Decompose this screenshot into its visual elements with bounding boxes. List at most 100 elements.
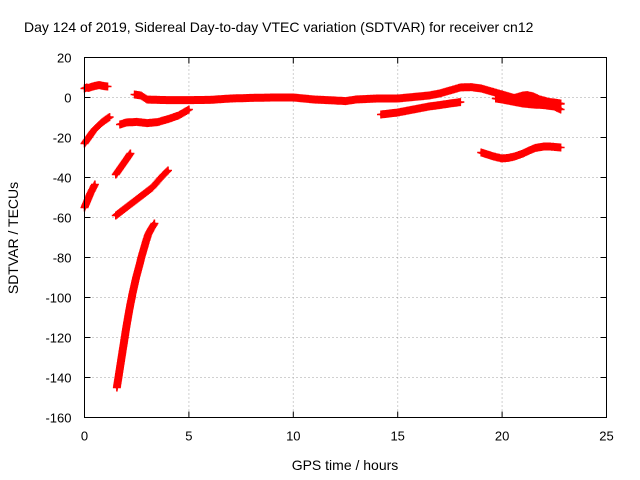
data-point <box>396 111 400 114</box>
chart-title: Day 124 of 2019, Sidereal Day-to-day VTE… <box>24 19 534 35</box>
data-point <box>548 145 552 148</box>
data-point <box>486 153 489 156</box>
data-point <box>135 120 139 124</box>
data-point <box>89 191 93 194</box>
data-point <box>166 117 170 121</box>
y-tick-label: -40 <box>53 171 72 186</box>
data-point <box>114 214 118 217</box>
data-point <box>354 98 358 101</box>
data-point <box>131 292 134 295</box>
data-point <box>527 149 531 152</box>
data-point <box>500 157 504 160</box>
data-series <box>80 81 565 392</box>
data-point <box>85 86 88 89</box>
data-point <box>208 98 212 102</box>
data-point <box>344 99 347 103</box>
data-point <box>134 278 138 281</box>
data-point <box>91 187 95 190</box>
y-tick-label: -120 <box>45 331 71 346</box>
data-point <box>469 85 473 89</box>
data-point <box>150 186 154 189</box>
y-tick-label: -20 <box>53 131 72 146</box>
data-point <box>521 102 525 105</box>
x-tick-label: 20 <box>495 429 509 444</box>
data-point <box>532 103 535 106</box>
data-point <box>187 98 191 102</box>
data-point <box>375 97 379 100</box>
data-point <box>559 102 562 106</box>
data-point <box>145 98 149 101</box>
data-point <box>490 90 494 93</box>
data-point <box>145 121 149 125</box>
data-point <box>115 386 119 389</box>
data-point <box>479 151 483 154</box>
data-point <box>458 100 462 104</box>
data-point <box>116 170 120 173</box>
series-markers <box>477 142 565 163</box>
grid-lines <box>84 57 607 418</box>
data-point <box>120 164 124 167</box>
x-tick-label: 25 <box>599 429 613 444</box>
data-point <box>106 85 109 88</box>
y-axis-ticks: 20 0 -20 -40 -60 -80 -100 -120 -140 -160 <box>45 51 607 426</box>
data-point <box>513 155 517 158</box>
x-tick-label: 10 <box>286 429 300 444</box>
data-point <box>87 196 91 199</box>
data-point <box>406 109 410 112</box>
data-point <box>156 120 159 124</box>
data-point <box>438 103 441 107</box>
series-track-1 <box>80 81 112 93</box>
data-point <box>521 94 525 97</box>
data-point <box>525 93 529 97</box>
data-point <box>122 161 126 164</box>
y-tick-label: -160 <box>45 411 71 426</box>
data-point <box>417 95 420 98</box>
data-point <box>552 101 556 105</box>
data-point <box>103 118 107 122</box>
data-point <box>229 97 233 100</box>
data-point <box>121 346 125 349</box>
data-point <box>187 108 191 111</box>
data-point <box>85 201 88 204</box>
data-point <box>149 227 153 230</box>
y-tick-label: -80 <box>53 251 72 266</box>
data-point <box>427 94 431 97</box>
series-track-3 <box>80 180 99 212</box>
data-point <box>250 96 253 100</box>
data-point <box>137 266 141 269</box>
data-point <box>153 222 156 225</box>
data-point <box>521 152 525 155</box>
data-point <box>106 117 109 120</box>
data-point <box>130 202 133 205</box>
data-point <box>95 125 99 129</box>
data-point <box>534 146 537 150</box>
data-point <box>396 97 400 100</box>
data-point <box>156 98 159 102</box>
data-point <box>118 167 122 170</box>
y-tick-label: 20 <box>57 51 71 66</box>
data-point <box>177 114 180 117</box>
data-point <box>448 102 452 105</box>
data-point <box>93 84 97 88</box>
series-track-12 <box>477 142 565 163</box>
data-point <box>93 127 97 131</box>
data-point <box>417 107 420 110</box>
x-axis-label: GPS time / hours <box>292 457 399 473</box>
series-track-2 <box>80 113 114 148</box>
plot-frame <box>84 57 607 418</box>
data-point <box>95 84 99 87</box>
data-point <box>538 98 542 101</box>
series-track-4 <box>111 149 135 179</box>
data-point <box>118 366 122 369</box>
y-tick-label: -100 <box>45 291 71 306</box>
series-track-7 <box>116 105 193 129</box>
data-point <box>492 155 496 158</box>
data-point <box>101 120 105 123</box>
data-point <box>103 84 107 88</box>
data-point <box>532 95 535 98</box>
data-point <box>312 98 316 101</box>
data-point <box>140 254 144 257</box>
data-point <box>97 123 101 127</box>
data-point <box>118 123 122 126</box>
data-point <box>161 174 165 177</box>
